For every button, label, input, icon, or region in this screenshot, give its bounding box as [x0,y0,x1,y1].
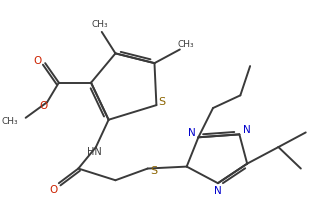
Text: CH₃: CH₃ [177,40,194,49]
Text: S: S [150,166,157,177]
Text: CH₃: CH₃ [91,20,108,29]
Text: CH₃: CH₃ [1,117,18,126]
Text: S: S [159,97,166,107]
Text: N: N [188,128,195,138]
Text: O: O [39,101,47,111]
Text: O: O [33,56,42,66]
Text: N: N [243,125,251,136]
Text: O: O [50,185,58,195]
Text: N: N [214,186,222,196]
Text: HN: HN [86,147,102,157]
